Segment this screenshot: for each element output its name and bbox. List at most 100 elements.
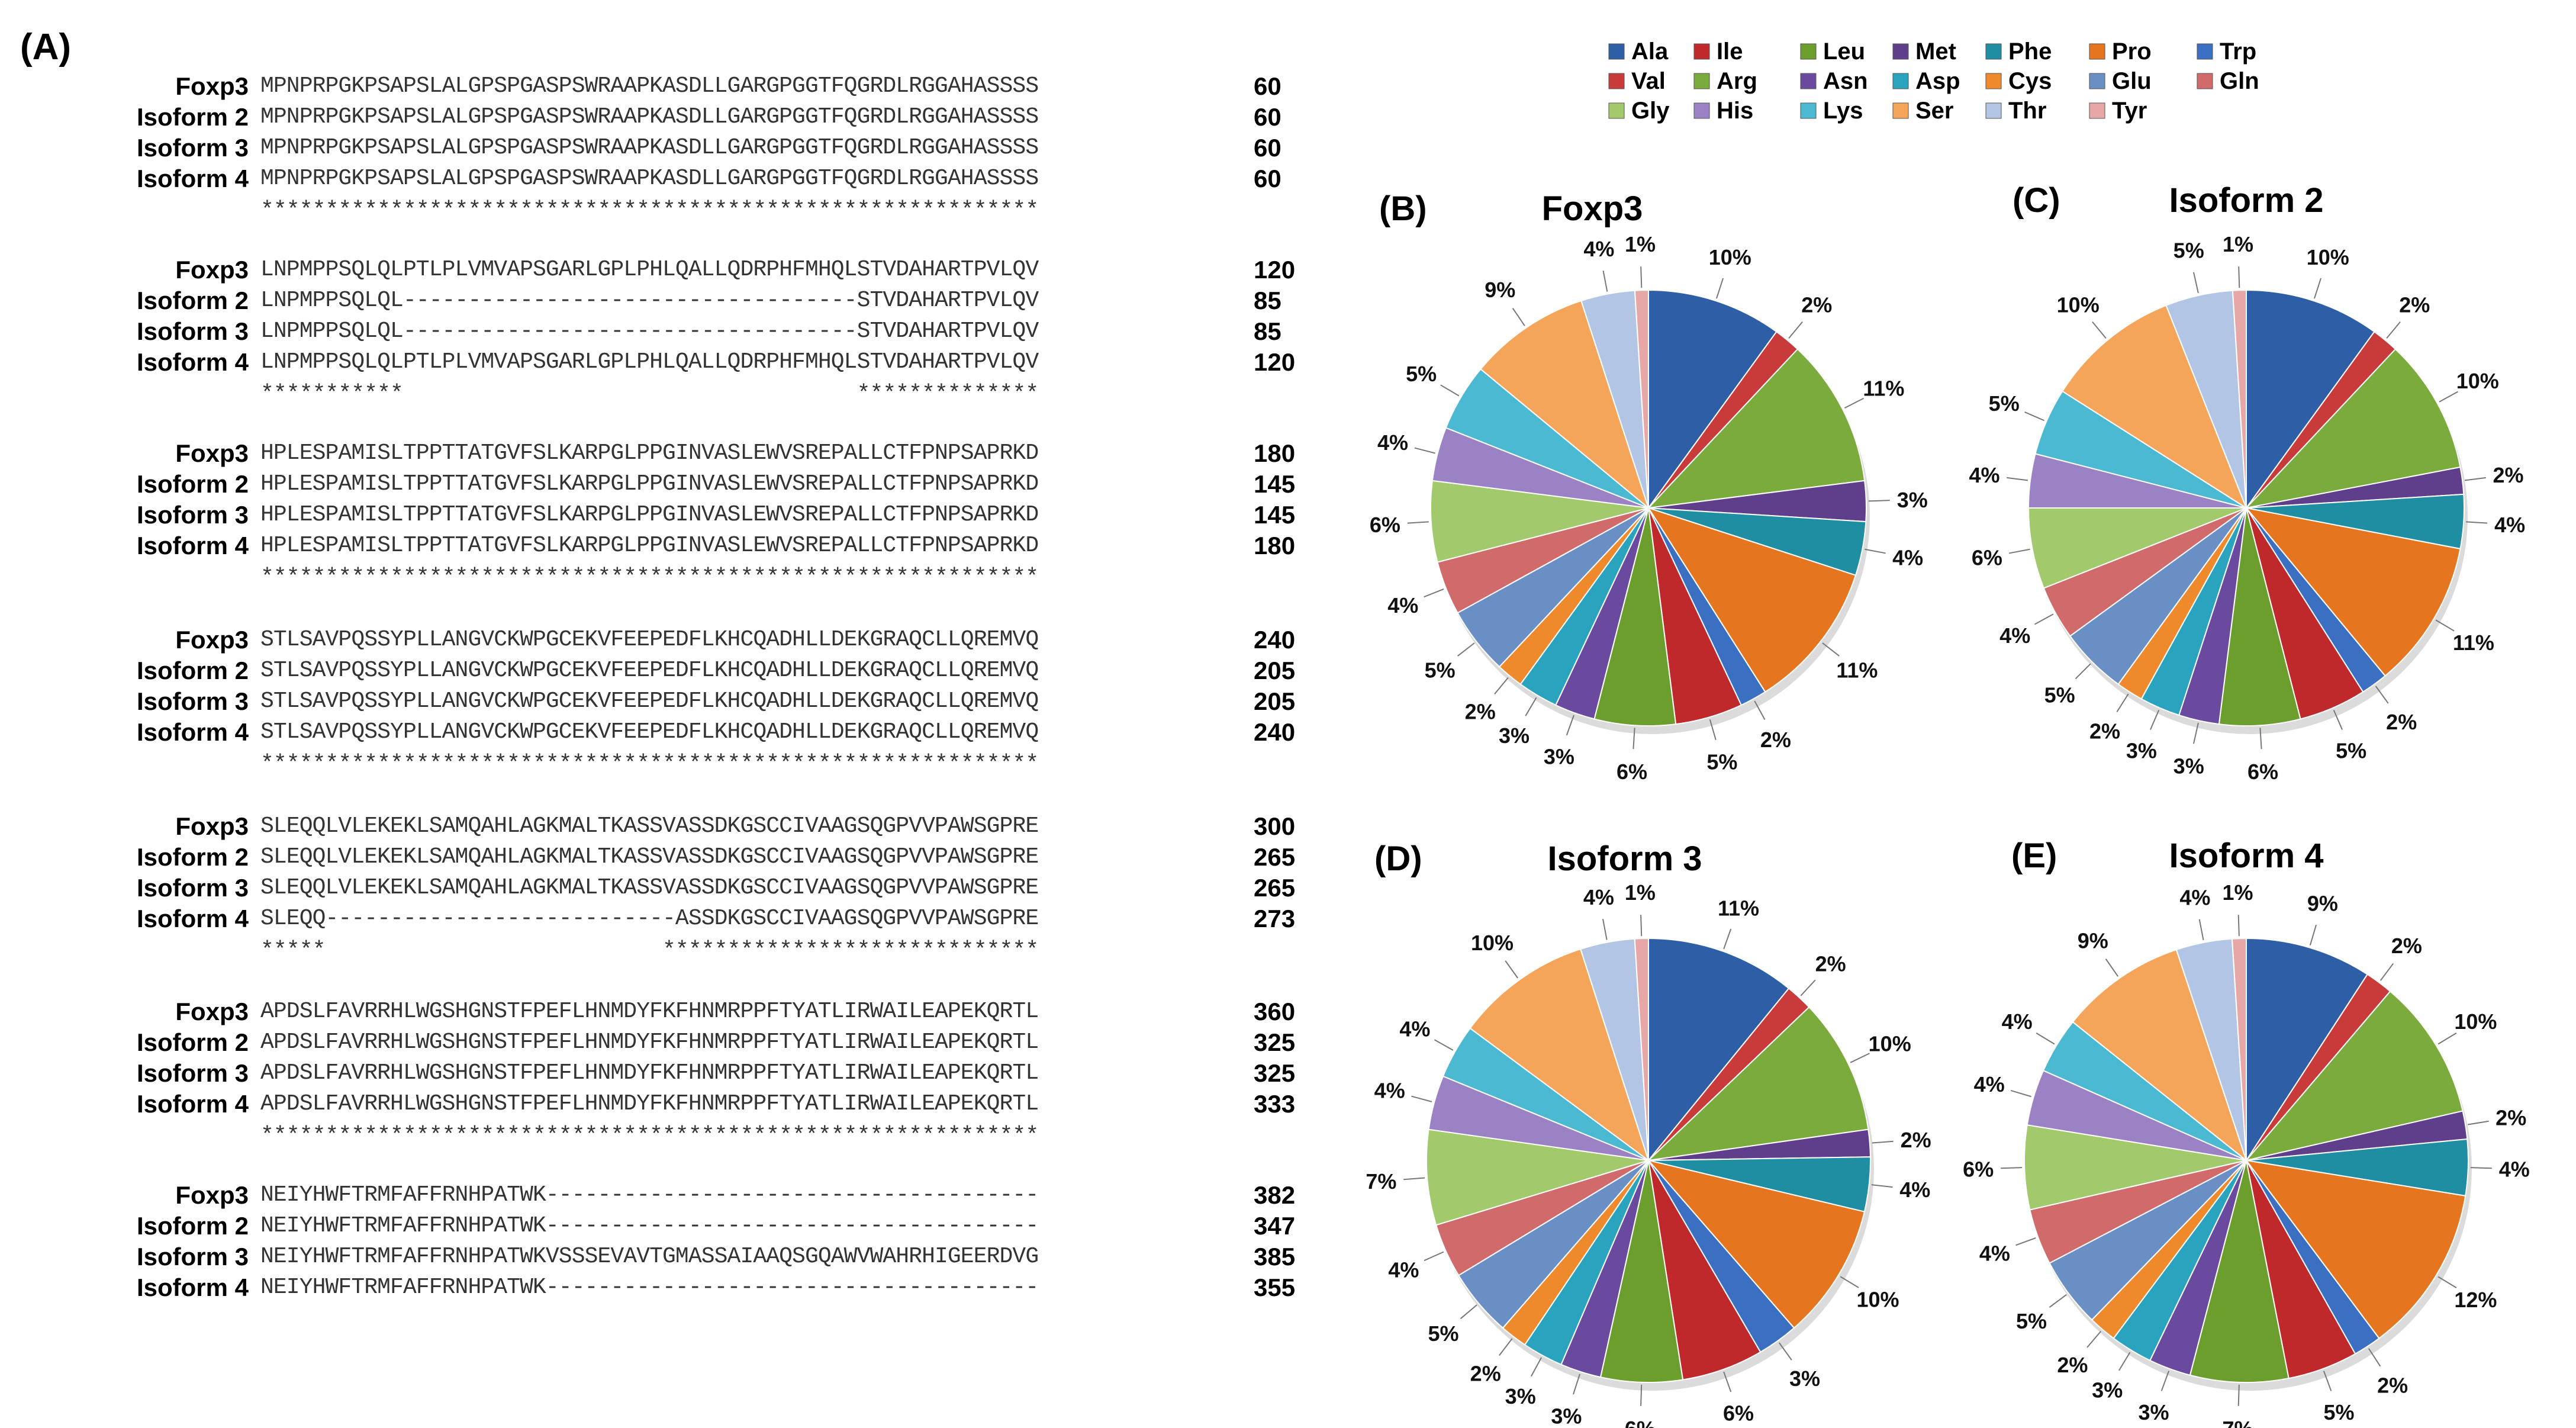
leader-line — [1788, 321, 1803, 339]
slice-label: 4% — [1399, 1017, 1430, 1041]
slice-label: 2% — [1465, 700, 1496, 724]
leader-line — [2007, 477, 2028, 481]
pie-slice — [2245, 990, 2464, 1162]
leader-line — [2198, 919, 2204, 941]
slice-label: 1% — [2223, 232, 2253, 256]
slice-label: 2% — [2399, 292, 2430, 317]
slice-label: 11% — [1718, 896, 1759, 920]
leader-line — [1872, 1140, 1894, 1144]
residue-count: 85 — [1254, 317, 1281, 345]
sequence-name: Isoform 2 — [136, 1212, 249, 1240]
leader-line — [2439, 391, 2459, 403]
leader-line — [2437, 1276, 2457, 1288]
residue-count: 180 — [1254, 439, 1296, 467]
legend-label: Gly — [1631, 98, 1670, 124]
sequence-residues: SLEQQ---------------------------ASSDKGSC… — [260, 906, 1039, 931]
leader-line — [2333, 710, 2343, 730]
leader-line — [1414, 447, 1435, 454]
legend-swatch — [1693, 102, 1710, 119]
slice-label: 2% — [2377, 1374, 2408, 1398]
slice-label: 6% — [1723, 1401, 1754, 1426]
legend-label: Cys — [2008, 68, 2052, 94]
leader-line — [1723, 928, 1732, 950]
pie-slice — [1648, 1160, 1762, 1381]
slice-label: 6% — [2247, 760, 2278, 784]
leader-line — [1865, 548, 1886, 554]
pie-slice — [2061, 304, 2248, 510]
legend-label: Gln — [2220, 68, 2259, 94]
legend-label: Trp — [2220, 38, 2256, 65]
sequence-residues: STLSAVPQSSYPLLANGVCKWPGCEKVFEEPEDFLKHCQA… — [260, 658, 1039, 683]
residue-count: 385 — [1254, 1243, 1296, 1271]
sequence-name: Foxp3 — [175, 439, 249, 467]
sequence-name: Isoform 4 — [136, 348, 249, 376]
pie-slice — [2246, 289, 2375, 510]
residue-count: 120 — [1254, 348, 1296, 376]
sequence-residues: LNPMPPSQLQLPTLPLVMVAPSGARLGPLPHLQALLQDRP… — [260, 349, 1039, 375]
sequence-residues: SLEQQLVLEKEKLSAMQAHLAGKMALTKASSVASSDKGSC… — [260, 875, 1039, 900]
consensus-line: *********** ************** — [260, 381, 1039, 407]
residue-count: 60 — [1254, 72, 1281, 100]
panel-label: (C) — [2012, 181, 2060, 220]
slice-label: 2% — [2493, 463, 2523, 487]
slice-label: 4% — [1583, 885, 1614, 909]
panel-label: (D) — [1374, 840, 1422, 878]
slice-label: 5% — [2323, 1400, 2354, 1424]
sequence-name: Isoform 3 — [136, 317, 249, 345]
leader-line — [1566, 715, 1574, 736]
legend-swatch — [1608, 43, 1625, 60]
leader-line — [1424, 588, 1444, 598]
slice-label: 4% — [1979, 1242, 2010, 1266]
sequence-name: Isoform 2 — [136, 657, 249, 684]
pie-slice — [2245, 1159, 2466, 1339]
leader-line — [2105, 959, 2118, 977]
slice-label: 4% — [1374, 1079, 1405, 1103]
residue-count: 145 — [1254, 501, 1296, 529]
leader-line — [2049, 1294, 2067, 1308]
legend-swatch — [1800, 43, 1817, 60]
slice-label: 6% — [1370, 513, 1400, 537]
pie-slice — [2072, 948, 2248, 1162]
leader-line — [2368, 1348, 2381, 1367]
slice-label: 5% — [2336, 738, 2366, 763]
sequence-residues: LNPMPPSQLQL-----------------------------… — [260, 288, 1039, 313]
slice-label: 3% — [1544, 745, 1574, 769]
leader-line — [1573, 1374, 1580, 1395]
slice-label: 6% — [1617, 760, 1647, 784]
legend-label: Glu — [2112, 68, 2152, 94]
leader-line — [2259, 728, 2262, 750]
residue-count: 120 — [1254, 256, 1296, 284]
residue-count: 273 — [1254, 905, 1296, 932]
legend-label: Asp — [1915, 68, 1960, 94]
pie-slice — [2246, 937, 2368, 1163]
sequence-residues: MPNPRPGKPSAPSLALGPSPGASPSWRAAPKASDLLGARG… — [260, 104, 1039, 130]
slice-label: 7% — [2222, 1417, 2253, 1428]
slice-label: 2% — [2496, 1106, 2526, 1130]
legend-swatch — [2197, 73, 2213, 89]
leader-line — [2118, 1352, 2131, 1371]
pie-slice — [1480, 300, 1650, 510]
leader-line — [1779, 1342, 1792, 1361]
leader-line — [2375, 686, 2389, 704]
residue-count: 85 — [1254, 287, 1281, 314]
slice-label: 2% — [1760, 728, 1791, 752]
leader-line — [1800, 979, 1816, 996]
leader-line — [2010, 1089, 2031, 1098]
sequence-name: Foxp3 — [175, 256, 249, 284]
pie-slice — [2024, 1124, 2247, 1211]
slice-label: 4% — [1999, 623, 2030, 648]
leader-line — [1411, 1095, 1432, 1102]
slice-label: 4% — [2179, 885, 2210, 909]
sequence-name: Foxp3 — [175, 1181, 249, 1209]
sequence-name: Foxp3 — [175, 812, 249, 840]
sequence-residues: HPLESPAMISLTPPTTATGVFSLKARPGLPPGINVASLEW… — [260, 471, 1039, 497]
slice-label: 4% — [1899, 1178, 1930, 1202]
legend-swatch — [1892, 43, 1909, 60]
sequence-residues: NEIYHWFTRMFAFFRNHPATWK------------------… — [260, 1275, 1039, 1300]
slice-label: 12% — [2454, 1288, 2497, 1312]
leader-line — [2160, 1371, 2170, 1391]
slice-label: 2% — [1901, 1128, 1931, 1152]
slice-label: 4% — [1969, 463, 1999, 487]
leader-line — [1531, 1357, 1542, 1377]
